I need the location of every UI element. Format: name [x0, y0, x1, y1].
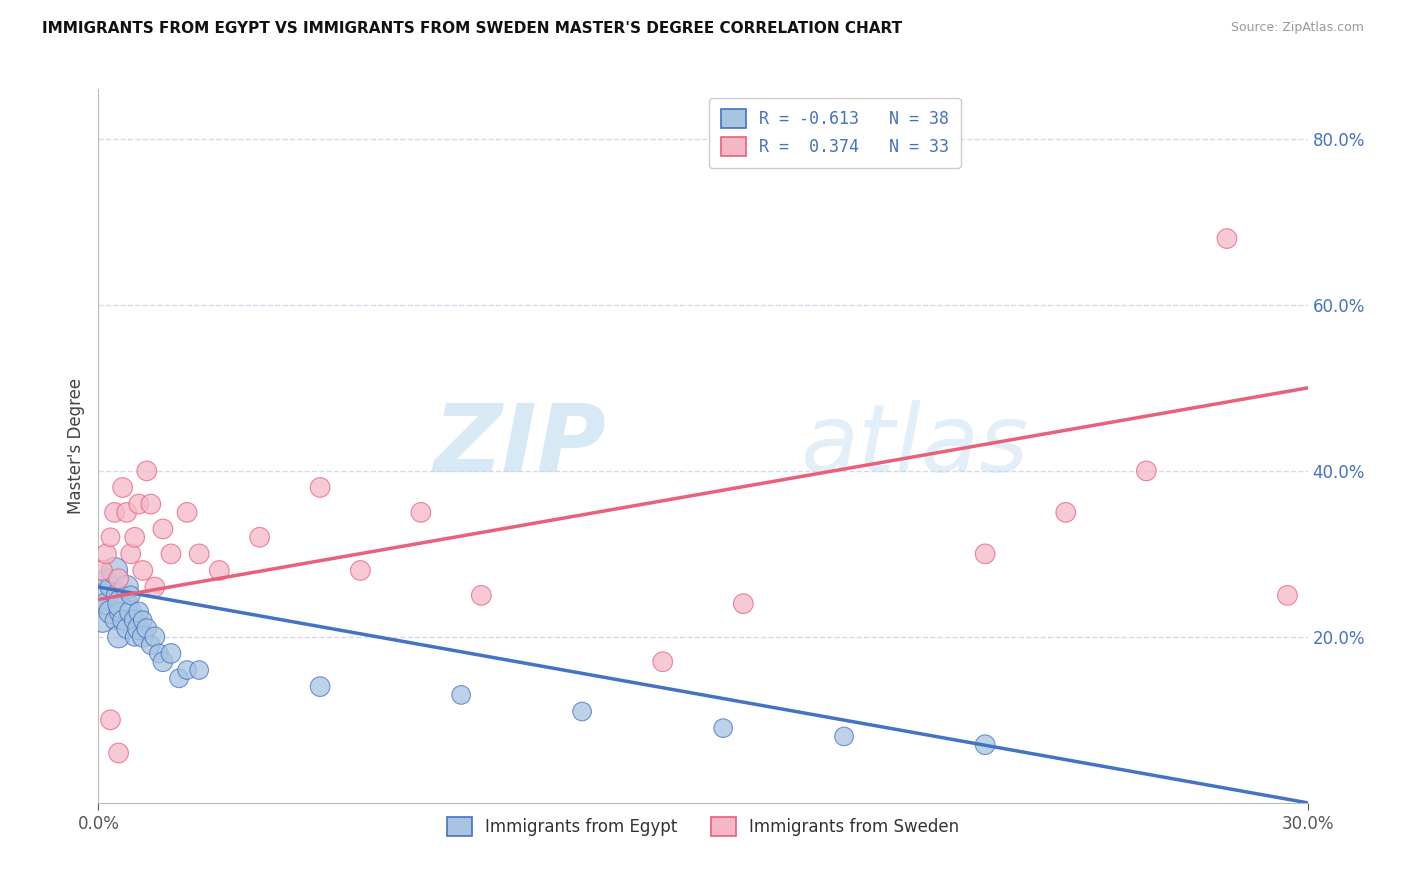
Point [120, 547, 142, 561]
Point [1054, 505, 1077, 519]
Point [733, 597, 755, 611]
Point [124, 613, 146, 627]
Point [120, 588, 142, 602]
Point [120, 605, 142, 619]
Point [100, 713, 122, 727]
Point [96, 547, 118, 561]
Point [160, 547, 183, 561]
Y-axis label: Master's Degree: Master's Degree [66, 378, 84, 514]
Point [107, 746, 129, 760]
Point [132, 564, 155, 578]
Point [974, 738, 997, 752]
Point [107, 572, 129, 586]
Point [124, 630, 146, 644]
Point [103, 564, 125, 578]
Point [100, 580, 122, 594]
Text: ZIP: ZIP [433, 400, 606, 492]
Point [132, 630, 155, 644]
Point [167, 671, 190, 685]
Point [91, 588, 114, 602]
Point [100, 605, 122, 619]
Point [103, 505, 125, 519]
Point [135, 464, 157, 478]
Point [409, 505, 432, 519]
Point [128, 622, 150, 636]
Point [176, 663, 198, 677]
Point [309, 680, 332, 694]
Point [96, 597, 118, 611]
Point [160, 647, 183, 661]
Point [148, 647, 170, 661]
Point [103, 613, 125, 627]
Point [176, 505, 198, 519]
Point [711, 721, 734, 735]
Point [349, 564, 371, 578]
Point [139, 497, 162, 511]
Point [135, 622, 157, 636]
Point [115, 622, 138, 636]
Text: IMMIGRANTS FROM EGYPT VS IMMIGRANTS FROM SWEDEN MASTER'S DEGREE CORRELATION CHAR: IMMIGRANTS FROM EGYPT VS IMMIGRANTS FROM… [42, 21, 903, 37]
Point [152, 522, 174, 536]
Point [96, 572, 118, 586]
Point [91, 613, 114, 627]
Point [128, 497, 150, 511]
Point [188, 547, 211, 561]
Point [1216, 231, 1239, 245]
Point [152, 655, 174, 669]
Text: atlas: atlas [800, 401, 1028, 491]
Point [571, 705, 593, 719]
Point [124, 530, 146, 544]
Point [832, 730, 855, 744]
Point [249, 530, 271, 544]
Point [651, 655, 673, 669]
Point [91, 564, 114, 578]
Point [107, 630, 129, 644]
Point [100, 530, 122, 544]
Point [115, 580, 138, 594]
Point [1277, 588, 1299, 602]
Point [128, 605, 150, 619]
Point [188, 663, 211, 677]
Point [111, 597, 134, 611]
Point [208, 564, 231, 578]
Point [143, 580, 166, 594]
Point [111, 613, 134, 627]
Legend: Immigrants from Egypt, Immigrants from Sweden: Immigrants from Egypt, Immigrants from S… [434, 805, 972, 848]
Point [115, 505, 138, 519]
Point [139, 638, 162, 652]
Point [450, 688, 472, 702]
Point [309, 481, 332, 495]
Point [111, 481, 134, 495]
Point [107, 605, 129, 619]
Point [143, 630, 166, 644]
Text: Source: ZipAtlas.com: Source: ZipAtlas.com [1230, 21, 1364, 35]
Point [107, 588, 129, 602]
Point [1135, 464, 1157, 478]
Point [470, 588, 492, 602]
Point [132, 613, 155, 627]
Point [974, 547, 997, 561]
